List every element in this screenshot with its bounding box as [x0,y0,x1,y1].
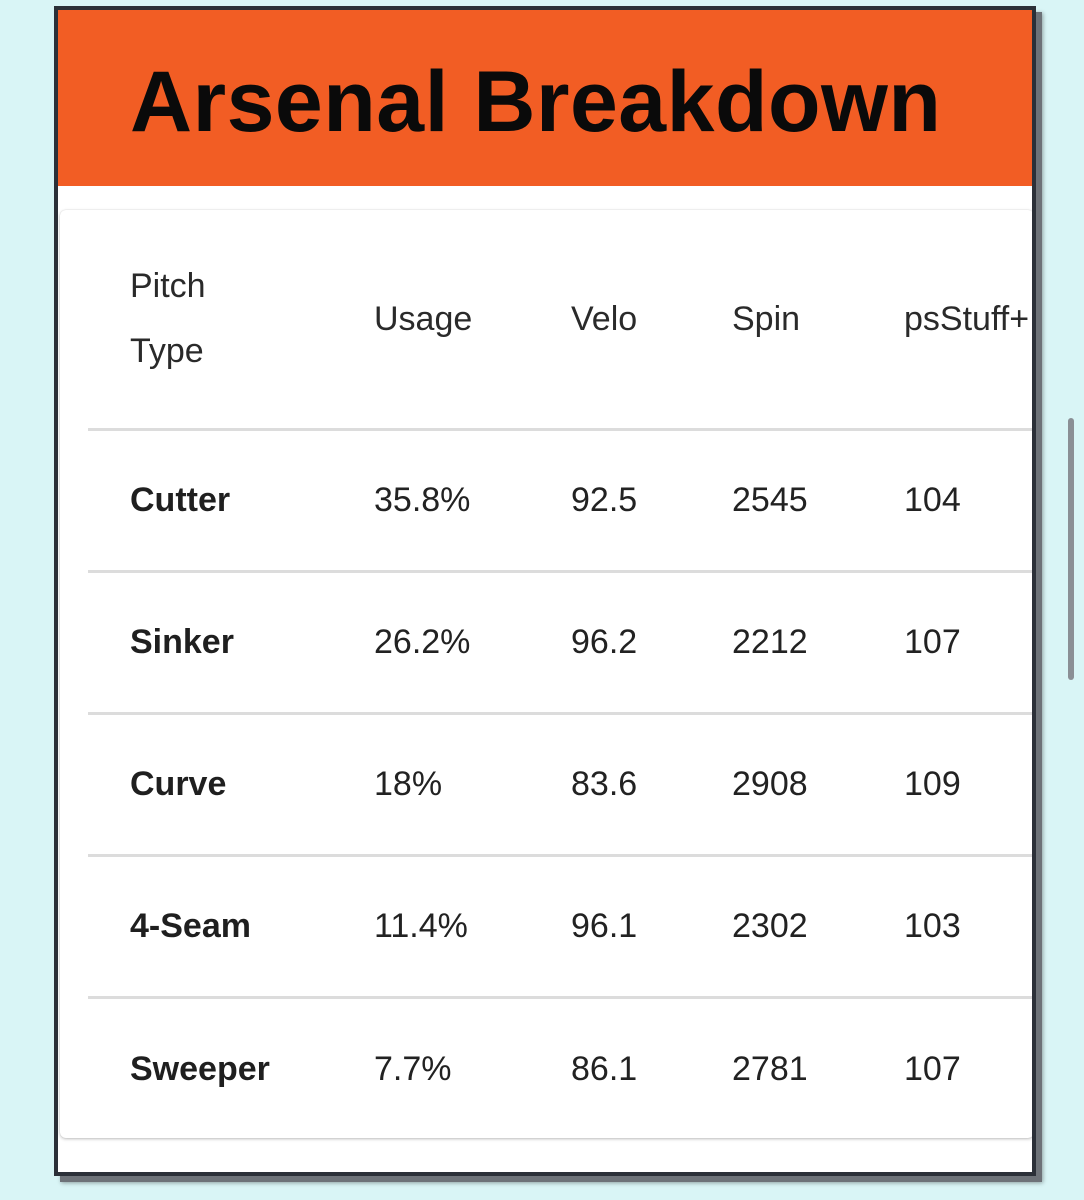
velo-cell: 86.1 [571,1049,638,1088]
title-banner: Arsenal Breakdown [58,10,1032,186]
arsenal-card-frame: Arsenal Breakdown Pitch Type Usage Velo … [54,6,1036,1176]
column-header-pitch-type-line1: Pitch [130,267,206,305]
pitch-type-cell: Sweeper [130,1049,270,1088]
pitch-type-cell: Curve [130,765,227,803]
vertical-scrollbar[interactable] [1068,418,1074,680]
velo-cell: 92.5 [571,481,638,519]
usage-cell: 35.8% [374,481,471,519]
spin-cell: 2212 [732,623,808,661]
table-row: Cutter 35.8% 92.5 2545 104 [88,430,1032,572]
velo-cell: 96.2 [571,623,638,661]
pitch-type-cell: 4-Seam [130,907,251,945]
table-row: Sinker 26.2% 96.2 2212 107 [88,572,1032,714]
spin-cell: 2908 [732,765,808,803]
usage-cell: 26.2% [374,623,471,661]
table-row: 4-Seam 11.4% 96.1 2302 103 [88,856,1032,998]
table-row: Sweeper 7.7% 86.1 2781 107 [88,998,1032,1139]
usage-cell: 18% [374,765,443,803]
usage-cell: 11.4% [374,907,468,945]
pitch-type-cell: Sinker [130,623,234,661]
column-header-psstuff: psStuff+ [904,299,1030,338]
column-header-pitch-type: Pitch Type [88,210,374,430]
column-header-pitch-type-line2: Type [130,332,204,370]
arsenal-table: Pitch Type Usage Velo Spin psStuff+ Cutt… [88,210,1032,1139]
page-title: Arsenal Breakdown [130,54,942,150]
psstuff-cell: 107 [904,1049,961,1088]
column-header-velo: Velo [571,299,638,338]
usage-cell: 7.7% [374,1049,452,1088]
pitch-type-cell: Cutter [130,481,231,519]
velo-cell: 83.6 [571,765,638,803]
table-header-row: Pitch Type Usage Velo Spin psStuff+ [88,210,1032,430]
psstuff-cell: 109 [904,765,961,803]
psstuff-cell: 107 [904,623,961,661]
psstuff-cell: 104 [904,481,961,519]
table-row: Curve 18% 83.6 2908 109 [88,714,1032,856]
psstuff-cell: 103 [904,907,961,945]
table-header: Pitch Type Usage Velo Spin psStuff+ [88,210,1032,430]
column-header-usage: Usage [374,299,473,338]
velo-cell: 96.1 [571,907,638,945]
arsenal-table-card: Pitch Type Usage Velo Spin psStuff+ Cutt… [60,210,1032,1139]
spin-cell: 2545 [732,481,808,519]
column-header-spin: Spin [732,299,801,338]
table-body: Cutter 35.8% 92.5 2545 104 Sinker 26.2% … [88,430,1032,1139]
spin-cell: 2781 [732,1049,808,1088]
spin-cell: 2302 [732,907,808,945]
